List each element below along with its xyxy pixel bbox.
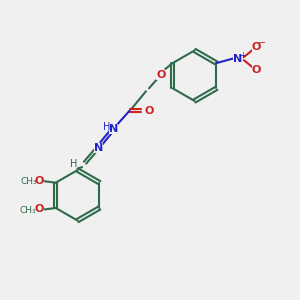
- Text: O: O: [35, 204, 44, 214]
- Text: N: N: [109, 124, 118, 134]
- Text: O: O: [144, 106, 154, 116]
- Text: O: O: [35, 176, 44, 186]
- Text: CH₃: CH₃: [20, 177, 37, 186]
- Text: N: N: [94, 143, 103, 153]
- Text: H: H: [70, 159, 77, 169]
- Text: CH₃: CH₃: [19, 206, 36, 214]
- Text: O: O: [252, 65, 261, 75]
- Text: +: +: [239, 50, 246, 59]
- Text: O: O: [252, 42, 261, 52]
- Text: H: H: [103, 122, 110, 132]
- Text: O: O: [156, 70, 166, 80]
- Text: −: −: [259, 38, 267, 48]
- Text: N: N: [232, 54, 242, 64]
